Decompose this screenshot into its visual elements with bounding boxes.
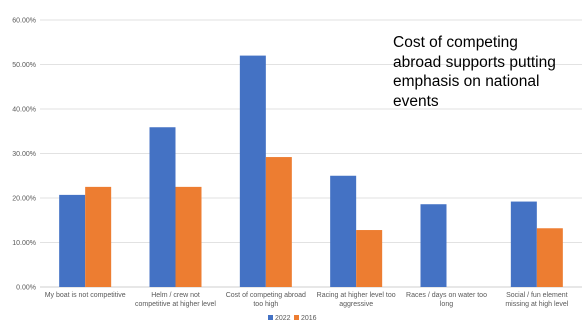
- bar-2022: [149, 127, 176, 288]
- x-tick-label: Races / days on water too: [406, 292, 487, 299]
- x-tick-label: My boat is not competitive: [45, 292, 126, 299]
- x-tick-label: Racing at higher level too: [317, 292, 396, 299]
- bar-2022: [510, 201, 537, 287]
- y-tick-label: 50.00%: [12, 62, 36, 69]
- x-tick-label: missing at high level: [505, 301, 568, 308]
- x-tick-label: Social / fun element: [506, 292, 568, 299]
- bar-2022: [59, 194, 86, 287]
- annotation-line: Cost of competing: [393, 34, 518, 51]
- bar-2016: [536, 228, 563, 287]
- x-tick-label: Cost of competing abroad: [226, 292, 306, 299]
- x-tick-label: aggressive: [339, 301, 373, 308]
- legend-label: 2022: [275, 315, 291, 322]
- y-tick-label: 0.00%: [16, 285, 36, 292]
- y-tick-label: 40.00%: [12, 107, 36, 114]
- legend: 2022 2016: [268, 315, 317, 322]
- chart-annotation: Cost of competing abroad supports puttin…: [393, 33, 588, 111]
- bar-2022: [330, 175, 357, 287]
- bar-2022: [239, 55, 266, 287]
- bar-2016: [265, 157, 292, 287]
- x-axis-labels: My boat is not competitive Helm / crew no…: [45, 292, 569, 308]
- y-tick-label: 20.00%: [12, 196, 36, 203]
- x-tick-label: Helm / crew not: [151, 292, 200, 299]
- bars: [59, 55, 563, 288]
- bar-2022: [420, 204, 447, 287]
- annotation-line: events: [393, 92, 439, 110]
- y-tick-label: 30.00%: [12, 151, 36, 158]
- bar-2016: [175, 186, 202, 287]
- y-tick-label: 60.00%: [12, 18, 36, 25]
- gridlines: [40, 19, 582, 288]
- legend-swatch: [294, 315, 299, 320]
- bar-2016: [85, 186, 112, 287]
- x-tick-label: too high: [253, 301, 278, 308]
- bar-2016: [356, 230, 383, 287]
- x-tick-label: long: [440, 301, 453, 308]
- annotation-line: abroad supports putting: [393, 53, 556, 71]
- y-tick-label: 10.00%: [12, 240, 36, 247]
- legend-swatch: [268, 315, 273, 320]
- legend-label: 2016: [301, 315, 317, 322]
- annotation-line: emphasis on national: [393, 73, 540, 90]
- x-tick-label: competitive at higher level: [135, 301, 216, 308]
- y-axis: 0.00% 10.00% 20.00% 30.00% 40.00% 50.00% 60.00…: [12, 18, 36, 292]
